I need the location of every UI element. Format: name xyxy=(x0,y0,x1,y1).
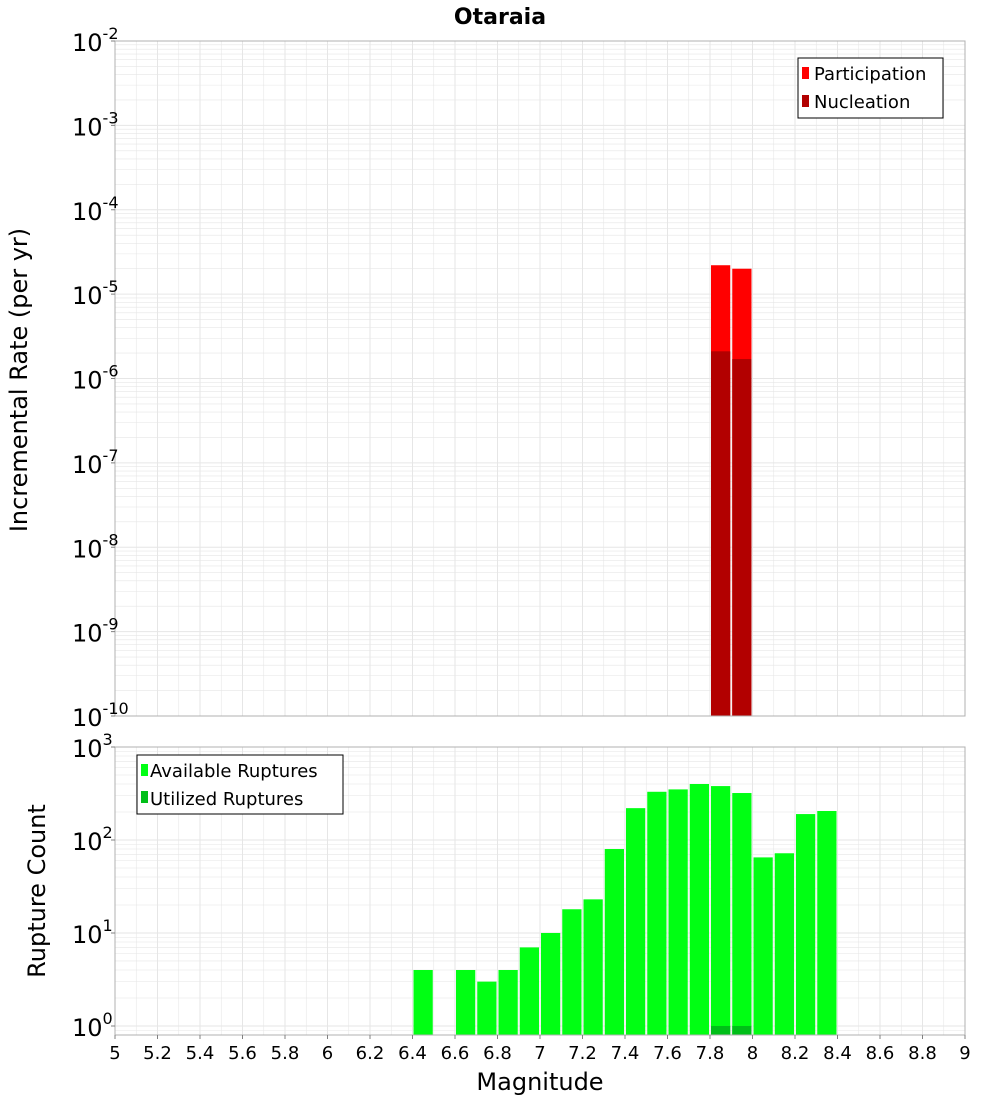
bottom-bar-available-ruptures-8_05 xyxy=(753,857,773,1035)
x-tick-label: 5.2 xyxy=(143,1043,172,1064)
top-bar-nucleation-7_85 xyxy=(711,351,731,716)
x-tick-label: 7.2 xyxy=(568,1043,597,1064)
bottom-bar-available-ruptures-8_25 xyxy=(796,814,816,1035)
top-panel: 10-2 10-3 10-4 10-5 10-6 10-7 10-8 10-9 10-10 In… xyxy=(5,24,966,732)
x-tick-label: 5 xyxy=(109,1043,120,1064)
x-tick-label: 6 xyxy=(322,1043,333,1064)
chart-title: Otaraia xyxy=(454,5,546,30)
top-y-tick-label: 10-2 xyxy=(72,24,119,57)
bottom-bar-available-ruptures-6_85 xyxy=(498,969,518,1035)
x-axis-ticks: 5 5.2 5.4 5.6 5.8 6 6.2 6.4 6.6 6.8 7 7.2 7.4 7.6 7.8 8… xyxy=(109,1035,971,1064)
bottom-y-tick-label: 100 xyxy=(72,1009,113,1042)
x-tick-label: 5.8 xyxy=(271,1043,300,1064)
top-y-tick-label: 10-3 xyxy=(72,108,119,141)
bottom-bar-available-ruptures-7_65 xyxy=(668,789,688,1035)
top-y-tick-label: 10-8 xyxy=(72,530,119,563)
x-tick-label: 5.4 xyxy=(186,1043,215,1064)
bottom-bar-utilized-ruptures-7_85 xyxy=(711,1025,731,1035)
legend-swatch-nucleation xyxy=(802,95,809,107)
top-y-axis-label: Incremental Rate (per yr) xyxy=(5,228,33,532)
bottom-bar-available-ruptures-7_95 xyxy=(732,793,752,1035)
legend-swatch-participation xyxy=(802,67,809,79)
x-tick-label: 8 xyxy=(747,1043,758,1064)
x-tick-label: 6.6 xyxy=(441,1043,470,1064)
top-y-tick-label: 10-7 xyxy=(72,446,119,479)
x-tick-label: 6.2 xyxy=(356,1043,385,1064)
x-tick-label: 8.2 xyxy=(781,1043,810,1064)
x-tick-label: 9 xyxy=(959,1043,970,1064)
top-y-tick-label: 10-4 xyxy=(72,193,119,226)
legend-label-available: Available Ruptures xyxy=(150,761,318,782)
x-tick-label: 7 xyxy=(534,1043,545,1064)
legend-label-utilized: Utilized Ruptures xyxy=(150,789,303,810)
bottom-bar-available-ruptures-6_95 xyxy=(519,947,539,1035)
bottom-bar-available-ruptures-7_85 xyxy=(711,786,731,1035)
top-y-axis-ticks: 10-2 10-3 10-4 10-5 10-6 10-7 10-8 10-9 10-10 xyxy=(72,24,129,732)
top-grid xyxy=(114,40,966,717)
bottom-legend-box xyxy=(136,754,344,815)
bottom-bar-utilized-ruptures-7_95 xyxy=(732,1025,752,1035)
bottom-y-tick-label: 103 xyxy=(72,730,113,763)
top-legend: Participation Nucleation xyxy=(797,57,944,119)
x-tick-label: 7.8 xyxy=(696,1043,725,1064)
bottom-bar-available-ruptures-8_15 xyxy=(774,853,794,1035)
x-tick-label: 7.6 xyxy=(653,1043,682,1064)
bottom-bar-available-ruptures-7_55 xyxy=(647,791,667,1035)
x-tick-label: 8.6 xyxy=(866,1043,895,1064)
legend-label-nucleation: Nucleation xyxy=(814,92,910,113)
top-y-tick-label: 10-10 xyxy=(72,699,129,732)
top-bar-nucleation-7_95 xyxy=(732,359,752,716)
x-tick-label: 8.4 xyxy=(823,1043,852,1064)
bottom-panel: 103 102 101 100 Rupture Count Available Rup… xyxy=(23,730,966,1042)
bottom-y-tick-label: 102 xyxy=(72,823,113,856)
legend-swatch-utilized xyxy=(141,791,148,803)
bottom-bar-available-ruptures-7_35 xyxy=(604,849,624,1035)
bottom-y-axis-ticks: 103 102 101 100 xyxy=(72,730,115,1042)
top-bars xyxy=(711,265,752,716)
bottom-bars xyxy=(413,784,837,1035)
bottom-bar-available-ruptures-6_65 xyxy=(456,969,476,1035)
bottom-bar-available-ruptures-8_35 xyxy=(817,811,837,1035)
bottom-bar-available-ruptures-7_15 xyxy=(562,909,582,1035)
x-tick-label: 7.4 xyxy=(611,1043,640,1064)
legend-label-participation: Participation xyxy=(814,64,926,85)
bottom-bar-available-ruptures-7_05 xyxy=(541,932,561,1035)
bottom-bar-available-ruptures-6_45 xyxy=(413,969,433,1035)
top-y-tick-label: 10-9 xyxy=(72,615,119,648)
bottom-bar-available-ruptures-7_75 xyxy=(689,784,709,1035)
x-tick-label: 6.4 xyxy=(398,1043,427,1064)
bottom-bar-available-ruptures-7_25 xyxy=(583,899,603,1035)
x-tick-label: 5.6 xyxy=(228,1043,257,1064)
top-legend-box xyxy=(797,57,944,119)
top-y-tick-label: 10-5 xyxy=(72,277,119,310)
top-y-tick-label: 10-6 xyxy=(72,362,119,395)
bottom-y-tick-label: 101 xyxy=(72,916,113,949)
bottom-y-axis-label: Rupture Count xyxy=(23,804,51,978)
x-axis-label: Magnitude xyxy=(476,1068,603,1096)
x-tick-label: 8.8 xyxy=(908,1043,937,1064)
bottom-legend: Available Ruptures Utilized Ruptures xyxy=(136,754,344,815)
bottom-bar-available-ruptures-6_75 xyxy=(477,981,497,1035)
x-tick-label: 6.8 xyxy=(483,1043,512,1064)
bottom-bar-available-ruptures-7_45 xyxy=(626,808,646,1035)
legend-swatch-available xyxy=(141,764,148,776)
